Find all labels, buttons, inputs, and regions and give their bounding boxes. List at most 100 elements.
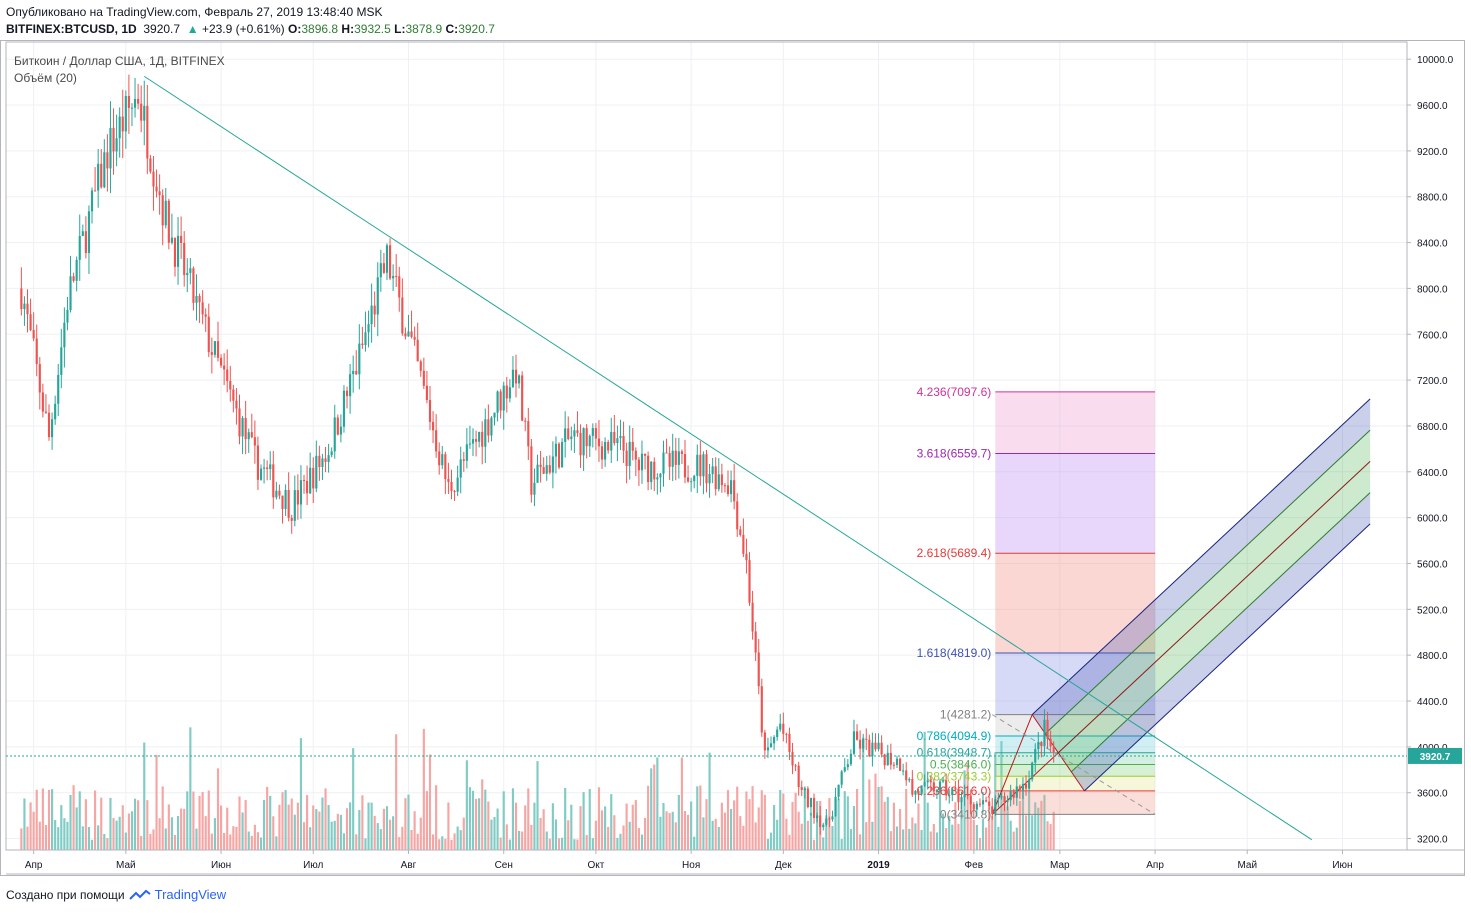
time-tick-label: 2019 <box>867 860 890 871</box>
candle-body <box>1003 796 1006 802</box>
candle-body <box>1018 786 1021 791</box>
fib-extension[interactable]: 4.236(7097.6) 3.618(6559.7) 2.618(5689.4) 1… <box>917 385 1156 822</box>
candle-body <box>263 467 266 469</box>
candle-body <box>51 419 54 438</box>
volume-bar <box>115 820 118 850</box>
volume-bar <box>438 839 441 850</box>
volume-bar <box>404 798 407 850</box>
volume-bar <box>521 831 524 850</box>
volume-bar <box>201 792 204 850</box>
candle-body <box>551 456 554 473</box>
volume-bar <box>395 734 398 850</box>
volume-bar <box>441 836 444 850</box>
candle-body <box>201 302 204 315</box>
volume-bar <box>315 809 318 850</box>
pitchfork-line <box>1031 398 1371 716</box>
volume-bar <box>656 757 659 850</box>
close-label: C: <box>445 22 459 36</box>
price-tick-label: 7600.0 <box>1417 330 1448 341</box>
candle-body <box>422 370 425 386</box>
volume-bar <box>766 838 770 850</box>
candle-body <box>342 390 346 427</box>
volume-bar <box>997 826 1000 850</box>
volume-bar <box>785 818 788 850</box>
candle-body <box>1021 783 1025 791</box>
candle-body <box>456 477 459 492</box>
candle-body <box>453 490 456 492</box>
trendline[interactable] <box>143 75 1313 841</box>
candle-body <box>247 432 250 440</box>
volume-bar <box>253 824 256 850</box>
candle-body <box>898 758 902 771</box>
symbol[interactable]: BITFINEX:BTCUSD, 1D <box>6 22 137 36</box>
candle-body <box>570 436 573 440</box>
candle-body <box>610 431 613 451</box>
volume-bar <box>855 789 859 850</box>
last-price: 3920.7 <box>143 22 181 36</box>
candle-body <box>714 466 717 490</box>
fib-zone <box>995 776 1156 791</box>
footer-brand[interactable]: TradingView <box>154 887 227 902</box>
volume-bar <box>640 834 644 850</box>
price-tick-label: 9600.0 <box>1417 101 1448 112</box>
volume-bar <box>726 790 730 850</box>
candle-body <box>318 455 321 467</box>
candle-body <box>186 272 189 276</box>
candle-body <box>985 800 988 802</box>
pitchfork[interactable] <box>991 398 1371 815</box>
candle-body <box>548 465 551 473</box>
volume-bar <box>342 833 346 850</box>
candle-body <box>256 445 260 480</box>
candle-body <box>106 152 109 169</box>
volume-bar <box>717 827 720 850</box>
time-tick-label: Май <box>1237 860 1257 871</box>
volume-bar <box>1015 827 1018 850</box>
volume-bar <box>797 811 800 850</box>
current-price-marker: 3920.7 <box>6 747 1462 764</box>
candle-body <box>766 747 770 751</box>
volume-bar <box>597 787 601 850</box>
candle-body <box>471 439 475 444</box>
volume-bar <box>100 797 103 850</box>
candle-body <box>84 231 87 253</box>
candle-body <box>487 419 490 436</box>
candle-body <box>852 731 856 754</box>
candle-body <box>637 459 640 471</box>
volume-bar <box>398 837 401 850</box>
candle-body <box>994 799 997 814</box>
candle-body <box>536 464 539 483</box>
volume-bar <box>662 802 665 850</box>
candle-body <box>760 686 763 733</box>
candle-body <box>339 426 342 435</box>
time-axis[interactable]: Апр Май Июн Июл Авг Сен Окт Ноя Дек 2019 Фев Мар Апр… <box>25 850 1353 871</box>
candle-body <box>920 785 923 795</box>
candle-body <box>782 723 785 734</box>
candle-body <box>800 787 803 790</box>
candle-body <box>859 739 862 749</box>
time-tick-label: Мар <box>1050 860 1070 871</box>
candle-body <box>643 453 647 456</box>
candle-body <box>1037 741 1040 750</box>
candle-body <box>932 782 935 792</box>
candle-body <box>75 259 78 281</box>
volume-bar <box>874 773 877 850</box>
volume-bar <box>407 794 410 850</box>
candle-body <box>693 475 696 482</box>
candle-body <box>392 276 395 279</box>
volume-bar <box>791 801 794 850</box>
candle-body <box>1012 791 1015 798</box>
volume-bar <box>591 838 594 850</box>
volume-bar <box>90 839 94 850</box>
volume-bar <box>742 825 745 850</box>
volume-bar <box>514 802 518 850</box>
volume-bar <box>256 832 260 850</box>
volume-bar <box>183 808 186 850</box>
candle-body <box>1046 719 1049 739</box>
candle-body <box>118 116 121 139</box>
candle-body <box>588 435 591 447</box>
candle-body <box>416 339 419 362</box>
price-axis[interactable]: 3200.03600.04000.04400.04800.05200.05600… <box>1407 55 1454 846</box>
volume-bar <box>966 762 969 850</box>
candle-body <box>960 797 963 803</box>
